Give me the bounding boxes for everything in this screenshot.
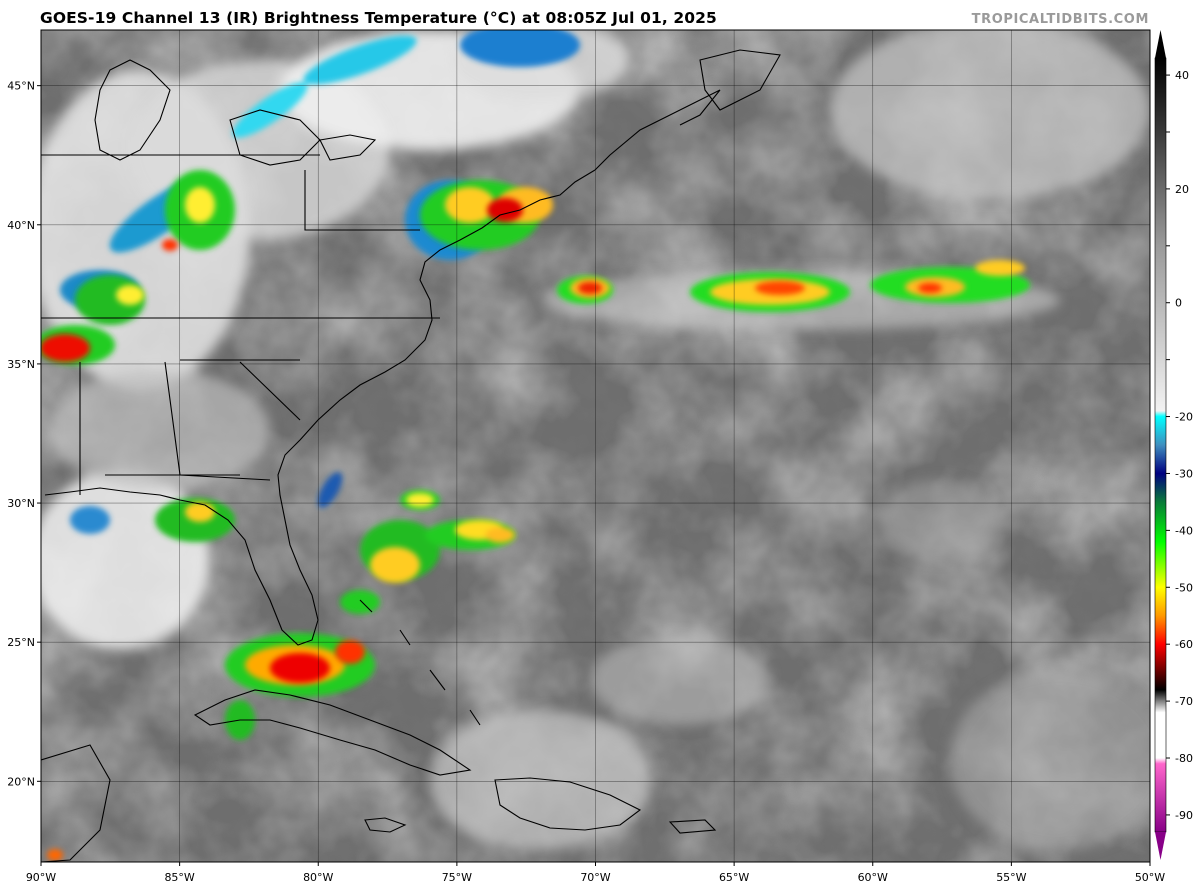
colorbar-max-arrow <box>1155 30 1166 58</box>
map-title: GOES-19 Channel 13 (IR) Brightness Tempe… <box>40 9 717 27</box>
lon-tick-label: 50°W <box>1135 871 1165 884</box>
lon-tick-label: 70°W <box>580 871 610 884</box>
colorbar-tick-label: -20 <box>1175 411 1193 424</box>
lon-tick-label: 75°W <box>442 871 472 884</box>
lon-tick-label: 60°W <box>858 871 888 884</box>
colorbar-tick-label: -80 <box>1175 752 1193 765</box>
colorbar-tick-label: -90 <box>1175 809 1193 822</box>
lon-tick-label: 85°W <box>164 871 194 884</box>
longitude-axis: 90°W 85°W 80°W 75°W 70°W 65°W 60°W 55°W 50°W <box>26 862 1165 884</box>
colorbar-tick-label: -50 <box>1175 581 1193 594</box>
latitude-axis: 20°N 25°N 30°N 35°N 40°N 45°N <box>7 80 41 788</box>
colorbar-tick-label: 0 <box>1175 297 1182 310</box>
lon-tick-label: 55°W <box>996 871 1026 884</box>
lat-tick-label: 35°N <box>7 358 35 371</box>
colorbar-tick-label: 20 <box>1175 183 1189 196</box>
source-credit: TROPICALTIDBITS.COM <box>971 12 1149 27</box>
colorbar-gradient <box>1154 57 1167 833</box>
cold-cloud-tops <box>41 30 1030 861</box>
lat-tick-label: 45°N <box>7 80 35 93</box>
colorbar-tick-label: -30 <box>1175 467 1193 480</box>
lon-tick-label: 90°W <box>26 871 56 884</box>
lon-tick-label: 65°W <box>719 871 749 884</box>
lat-tick-label: 40°N <box>7 219 35 232</box>
lat-tick-label: 20°N <box>7 775 35 788</box>
ir-imagery <box>41 30 1150 862</box>
lat-lon-grid <box>41 30 1150 862</box>
lat-tick-label: 30°N <box>7 497 35 510</box>
temperature-colorbar: 40 20 0 -20 -30 -40 -50 -60 -70 -80 -90 <box>1154 30 1193 860</box>
colorbar-tick-label: -70 <box>1175 695 1193 708</box>
colorbar-tick-label: -60 <box>1175 638 1193 651</box>
lon-tick-label: 80°W <box>303 871 333 884</box>
colorbar-min-arrow <box>1155 832 1166 860</box>
coastlines <box>41 49 781 862</box>
colorbar-tick-label: 40 <box>1175 69 1189 82</box>
colorbar-tick-label: -40 <box>1175 524 1193 537</box>
lat-tick-label: 25°N <box>7 636 35 649</box>
